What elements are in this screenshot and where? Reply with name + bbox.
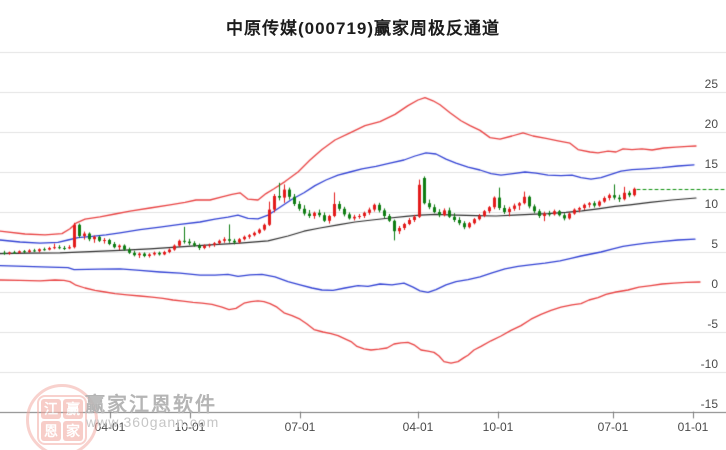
watermark-url-text: www.360gann.com [86,414,220,430]
x-axis-label: 10-01 [482,420,514,434]
watermark-seal-logo: 江 赢 恩 家 [26,384,98,450]
watermark-seal-grid: 江 赢 恩 家 [37,395,87,445]
y-axis-label: -10 [700,357,718,371]
watermark-brand-text: 赢家江恩软件 [85,394,217,416]
x-axis-label: 04-01 [94,420,126,434]
y-axis-label: 15 [704,157,718,171]
y-axis-label: 0 [711,277,718,291]
y-axis-label: 20 [704,117,718,131]
y-axis-label: -5 [707,317,718,331]
x-axis-label: 07-01 [597,420,629,434]
x-axis-label: 01-01 [677,420,709,434]
x-axis-label: 10-01 [174,420,206,434]
y-axis-label: 25 [704,77,718,91]
seal-char: 江 [41,399,61,419]
y-axis-label: -15 [700,397,718,411]
page-title: 中原传媒(000719)赢家周极反通道 [225,19,501,38]
y-axis-label: 5 [711,237,718,251]
x-axis-label: 07-01 [284,420,316,434]
x-axis-label: 04-01 [402,420,434,434]
seal-char: 家 [63,421,83,441]
seal-char: 赢 [63,399,83,419]
seal-char: 恩 [41,421,61,441]
y-axis-label: 10 [704,197,718,211]
